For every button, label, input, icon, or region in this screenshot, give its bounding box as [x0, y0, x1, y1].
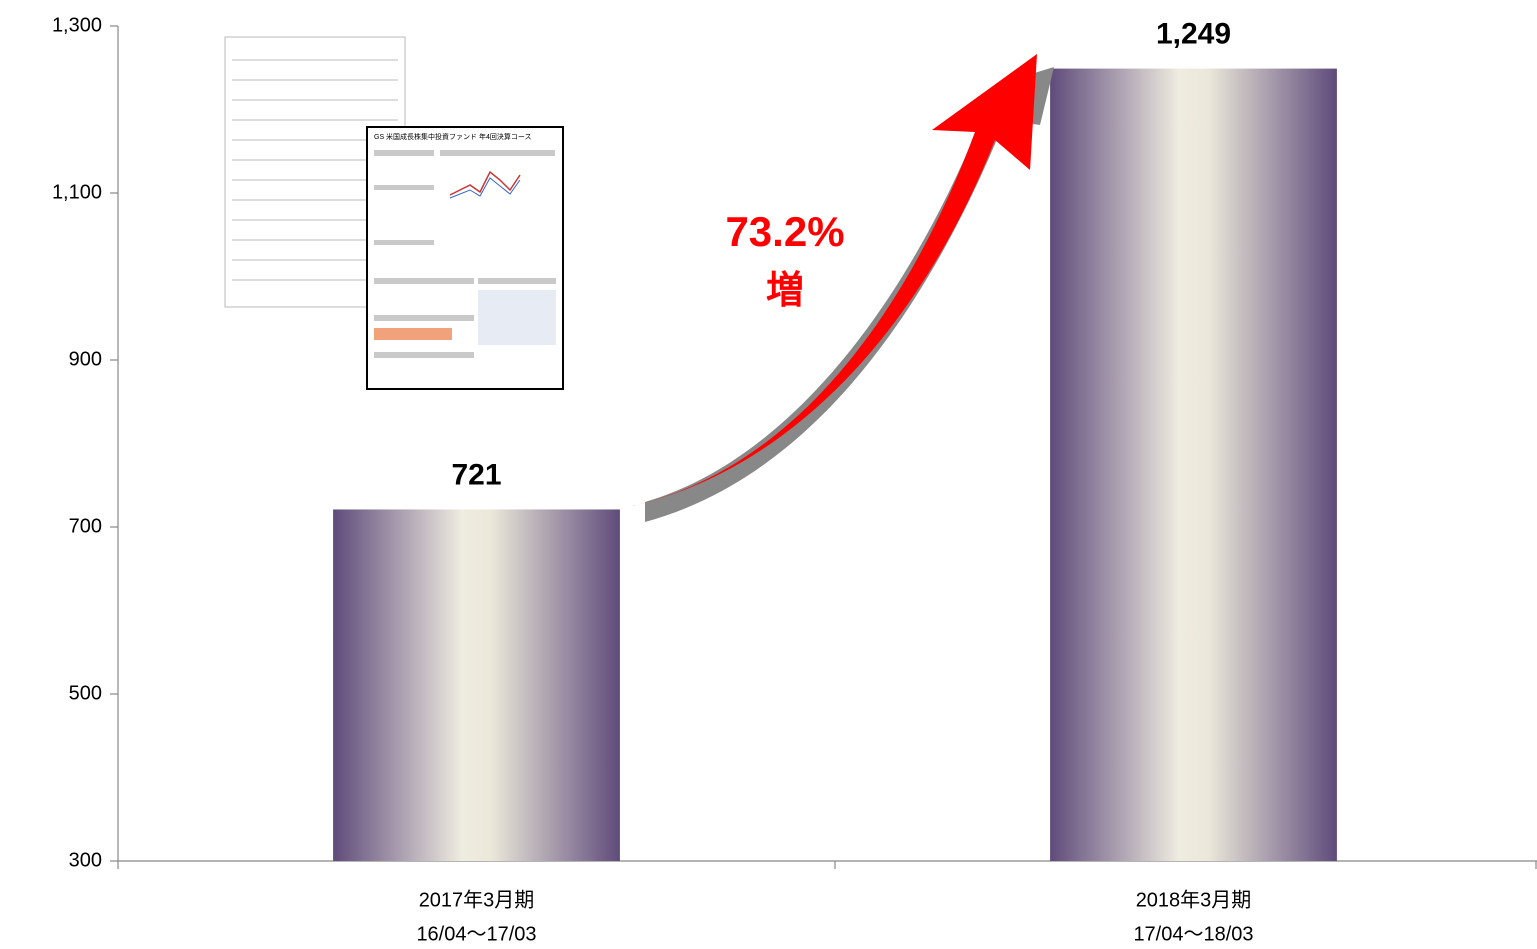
bar: [333, 509, 620, 861]
annotation: 73.2%: [725, 208, 844, 255]
x-tick-label: 2017年3月期: [419, 888, 535, 911]
bar: [1050, 69, 1337, 861]
y-tick-label: 700: [69, 515, 102, 537]
value-label: 721: [451, 458, 501, 491]
x-tick-sublabel: 17/04〜18/03: [1133, 923, 1253, 945]
value-label: 1,249: [1156, 18, 1231, 51]
document-title: GS 米国成長株集中投資ファンド 年4回決算コース: [374, 132, 532, 141]
y-tick-label: 1,100: [52, 181, 102, 203]
x-tick-label: 2018年3月期: [1136, 888, 1252, 911]
x-tick-sublabel: 16/04〜17/03: [416, 923, 536, 945]
y-tick-label: 1,300: [52, 14, 102, 36]
y-tick-label: 500: [69, 682, 102, 704]
y-tick-label: 900: [69, 348, 102, 370]
annotation-subtext: 増: [766, 270, 804, 312]
document-thumbnails: GS 米国成長株集中投資ファンド 年4回決算コース: [225, 37, 563, 389]
growth-arrow: [632, 54, 1054, 522]
y-tick-label: 300: [69, 849, 102, 871]
chart: 300 500 700 900 1,100 1,300 721 2017年3月期 16/04〜1…: [0, 0, 1537, 949]
